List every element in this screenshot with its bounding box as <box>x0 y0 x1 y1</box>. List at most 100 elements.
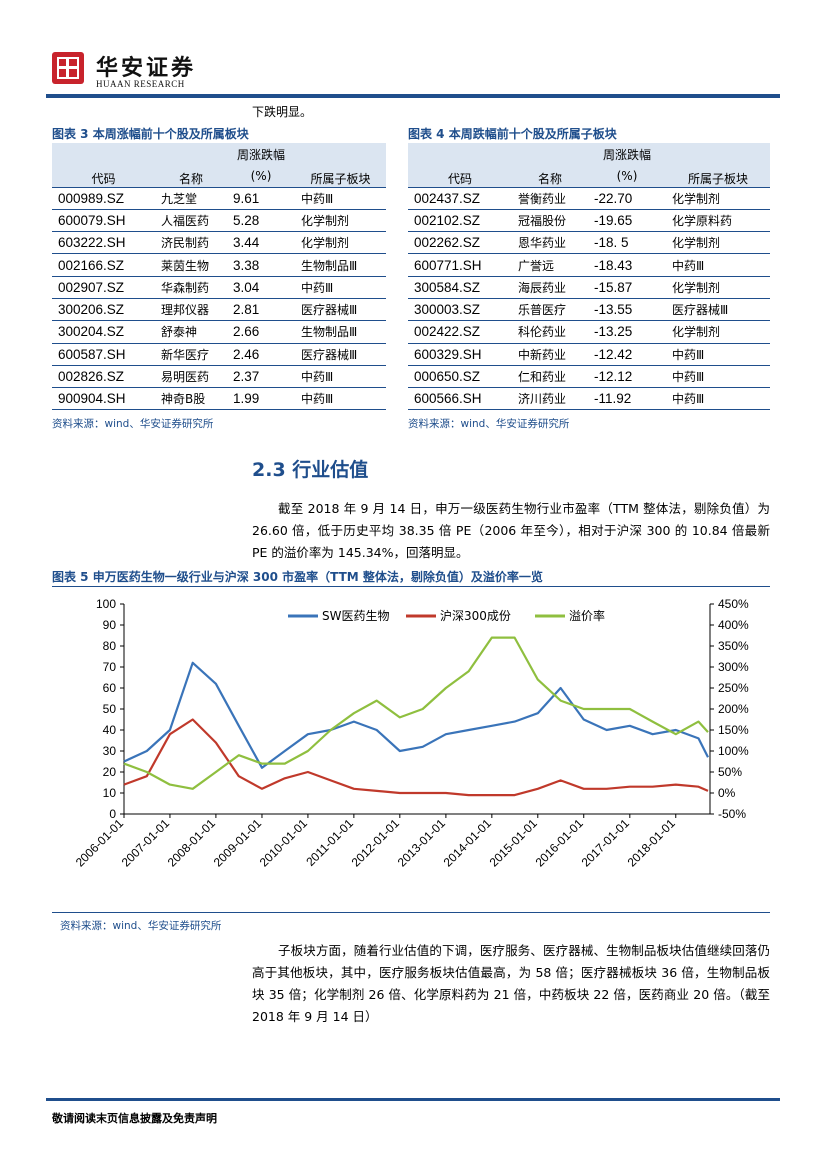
table3-cell-name: 理邦仪器 <box>155 298 227 322</box>
x-tick-label: 2017-01-01 <box>579 816 633 870</box>
table3-row: 300206.SZ 理邦仪器 2.81 医疗器械Ⅲ <box>52 298 386 322</box>
table4-cell-name: 科伦药业 <box>512 320 588 344</box>
table4-top-losers: 代码 名称 周涨跌幅 所属子板块 (%) 002437.SZ 誉衡药业 -22.70… <box>408 143 770 411</box>
table3-cell-chg: 9.61 <box>227 186 295 210</box>
y-left-tick-label: 20 <box>103 765 117 779</box>
section-paragraph-2: 子板块方面，随着行业估值的下调，医疗服务、医疗器械、生物制品板块估值继续回落仍高… <box>252 943 770 1024</box>
y-left-tick-label: 30 <box>103 744 117 758</box>
table4-row: 300584.SZ 海辰药业 -15.87 化学制剂 <box>408 276 770 299</box>
table4-cell-name: 广誉远 <box>512 253 588 277</box>
table4-cell-sector: 中药Ⅲ <box>666 365 770 389</box>
x-tick-label: 2016-01-01 <box>533 816 587 870</box>
table3-cell-chg: 2.37 <box>227 365 295 389</box>
table3-cell-chg: 5.28 <box>227 209 295 233</box>
y-right-tick-label: 50% <box>718 765 742 779</box>
table3-cell-chg: 2.66 <box>227 320 295 344</box>
y-left-tick-label: 40 <box>103 723 117 737</box>
table4-cell-name: 恩华药业 <box>512 231 588 255</box>
series-line-0 <box>123 661 709 769</box>
table3-row: 603222.SH 济民制药 3.44 化学制剂 <box>52 231 386 255</box>
table3-row: 600079.SH 人福医药 5.28 化学制剂 <box>52 209 386 233</box>
table3-cell-code: 300206.SZ <box>52 298 155 322</box>
pe-premium-chart: 0 10 20 30 40 50 60 70 80 90 100 -50% 0% 50% 100% 150% 2… <box>73 597 749 870</box>
table4-cell-chg: -11.92 <box>588 387 666 411</box>
table4-header-chg: 周涨跌幅 <box>588 143 666 165</box>
table3-cell-code: 900904.SH <box>52 387 155 411</box>
table4-cell-sector: 医疗器械Ⅲ <box>666 298 770 322</box>
table3-cell-name: 华森制药 <box>155 276 227 299</box>
footer-rule <box>46 1098 780 1101</box>
table4-cell-sector: 中药Ⅲ <box>666 343 770 366</box>
table4-cell-chg: -13.25 <box>588 320 666 344</box>
y-left-tick-label: 10 <box>103 786 117 800</box>
table3-cell-name: 易明医药 <box>155 365 227 389</box>
y-right-tick-label: 400% <box>718 618 749 632</box>
table3-cell-chg: 3.38 <box>227 253 295 277</box>
table3-row: 900904.SH 神奇B股 1.99 中药Ⅲ <box>52 387 386 411</box>
company-name-cn: 华安证券 <box>96 55 197 81</box>
table4-cell-name: 冠福股份 <box>512 209 588 233</box>
y-right-tick-label: 350% <box>718 639 749 653</box>
y-right-tick-label: 150% <box>718 723 749 737</box>
table4-cell-code: 600329.SH <box>408 343 512 366</box>
y-left-tick-label: 60 <box>103 681 117 695</box>
table3-row: 002907.SZ 华森制药 3.04 中药Ⅲ <box>52 276 386 299</box>
table3-cell-name: 济民制药 <box>155 231 227 255</box>
table4-cell-chg: -18. 5 <box>588 231 666 255</box>
y-left-tick-label: 100 <box>96 597 116 611</box>
table3-row: 000989.SZ 九芝堂 9.61 中药Ⅲ <box>52 186 386 210</box>
table4-cell-name: 乐普医疗 <box>512 298 588 322</box>
table3-header-unit: (%) <box>227 165 295 187</box>
company-name-en: HUAAN RESEARCH <box>96 79 185 89</box>
table3-cell-chg: 3.04 <box>227 276 295 299</box>
table4-cell-sector: 中药Ⅲ <box>666 253 770 277</box>
table3-cell-sector: 中药Ⅲ <box>295 186 386 210</box>
table4-cell-chg: -22.70 <box>588 186 666 210</box>
table4-cell-chg: -18.43 <box>588 253 666 277</box>
table4-cell-sector: 化学制剂 <box>666 186 770 210</box>
table4-row: 600329.SH 中新药业 -12.42 中药Ⅲ <box>408 343 770 366</box>
x-tick-label: 2018-01-01 <box>625 816 679 870</box>
table4-cell-code: 300003.SZ <box>408 298 512 322</box>
y-right-tick-label: 0% <box>718 786 736 800</box>
table3-cell-sector: 化学制剂 <box>295 231 386 255</box>
legend-label-1: 沪深300成份 <box>440 609 511 623</box>
table3-cell-chg: 3.44 <box>227 231 295 255</box>
legend-label-0: SW医药生物 <box>322 609 389 623</box>
x-tick-label: 2013-01-01 <box>395 816 449 870</box>
table3-cell-code: 002907.SZ <box>52 276 155 299</box>
x-tick-label: 2015-01-01 <box>487 816 541 870</box>
table4-cell-code: 002422.SZ <box>408 320 512 344</box>
table3-cell-sector: 生物制品Ⅲ <box>295 320 386 344</box>
table4-row: 600771.SH 广誉远 -18.43 中药Ⅲ <box>408 253 770 277</box>
table4-cell-name: 仁和药业 <box>512 365 588 389</box>
table4-cell-chg: -13.55 <box>588 298 666 322</box>
table4-cell-code: 600771.SH <box>408 253 512 277</box>
table4-cell-code: 002102.SZ <box>408 209 512 233</box>
table3-cell-sector: 化学制剂 <box>295 209 386 233</box>
y-left-tick-label: 0 <box>109 807 116 821</box>
table3-cell-name: 新华医疗 <box>155 343 227 366</box>
table3-cell-name: 舒泰神 <box>155 320 227 344</box>
table3-header-name: 名称 <box>155 143 227 187</box>
table4-row: 002422.SZ 科伦药业 -13.25 化学制剂 <box>408 320 770 344</box>
table3-cell-sector: 生物制品Ⅲ <box>295 253 386 277</box>
company-logo <box>52 52 84 84</box>
table4-row: 002437.SZ 誉衡药业 -22.70 化学制剂 <box>408 186 770 210</box>
carry-over-text: 下跌明显。 <box>252 105 313 119</box>
table3-cell-sector: 中药Ⅲ <box>295 387 386 411</box>
table3-cell-code: 600079.SH <box>52 209 155 233</box>
table4-cell-chg: -12.12 <box>588 365 666 389</box>
table3-row: 300204.SZ 舒泰神 2.66 生物制品Ⅲ <box>52 320 386 344</box>
table3-cell-code: 002166.SZ <box>52 253 155 277</box>
table4-cell-sector: 化学原料药 <box>666 209 770 233</box>
table4-cell-code: 000650.SZ <box>408 365 512 389</box>
table4-row: 002102.SZ 冠福股份 -19.65 化学原料药 <box>408 209 770 233</box>
table3-cell-name: 莱茵生物 <box>155 253 227 277</box>
table3-top-gainers: 代码 名称 周涨跌幅 所属子板块 (%) 000989.SZ 九芝堂 9.61 中药Ⅲ… <box>52 143 386 411</box>
x-tick-label: 2007-01-01 <box>119 816 173 870</box>
table4-header-sector: 所属子板块 <box>666 143 770 187</box>
table4-cell-code: 300584.SZ <box>408 276 512 299</box>
figure5-source: 资料来源：wind、华安证券研究所 <box>60 920 222 932</box>
table4-cell-sector: 化学制剂 <box>666 276 770 299</box>
